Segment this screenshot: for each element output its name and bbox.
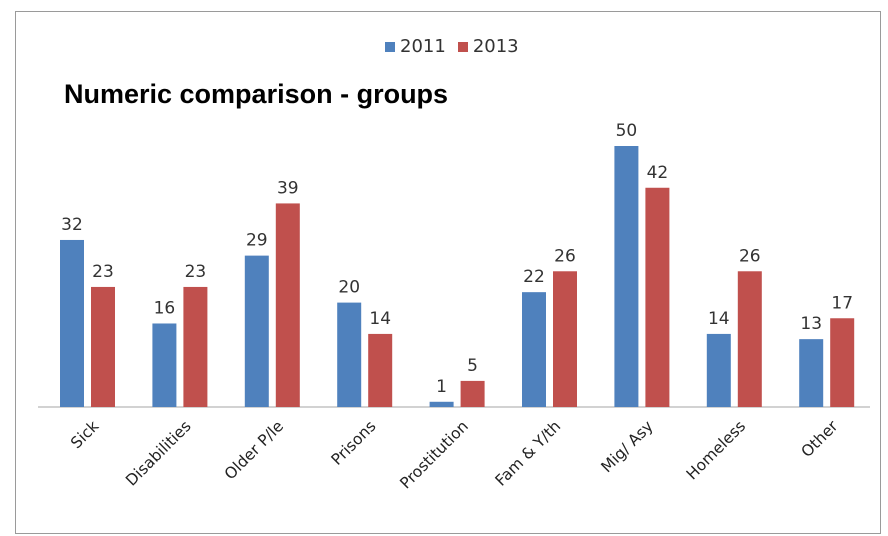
bar-2011-0 <box>60 239 84 407</box>
category-label-7: Homeless <box>683 417 749 483</box>
data-label-2013-8: 17 <box>831 293 853 313</box>
data-label-2013-0: 23 <box>92 262 114 282</box>
bar-2011-8 <box>799 339 824 407</box>
data-label-2011-5: 22 <box>523 267 545 287</box>
data-label-2011-2: 29 <box>246 231 268 251</box>
category-label-0: Sick <box>67 417 102 452</box>
bar-2013-3 <box>368 333 393 407</box>
category-label-4: Prostitution <box>397 417 472 492</box>
legend-swatch-2011 <box>385 41 395 52</box>
category-label-2: Older P/le <box>221 417 287 483</box>
data-label-2011-4: 1 <box>436 377 447 397</box>
bar-2013-5 <box>553 271 577 407</box>
data-label-2013-3: 14 <box>369 309 391 329</box>
data-label-2011-6: 50 <box>616 121 638 141</box>
bar-2013-6 <box>645 187 670 407</box>
chart-title: Numeric comparison - groups <box>64 79 449 109</box>
legend-item-2013: 2013 <box>457 36 519 57</box>
data-label-2011-1: 16 <box>154 298 176 318</box>
category-label-1: Disabilities <box>122 417 195 490</box>
bar-2011-4 <box>429 401 454 407</box>
bar-2013-4 <box>460 380 485 407</box>
legend-item-2011: 2011 <box>385 36 446 57</box>
bar-2011-2 <box>244 255 269 407</box>
bar-2013-7 <box>737 271 762 407</box>
bar-2011-5 <box>522 292 546 407</box>
bar-2013-1 <box>183 286 208 407</box>
data-label-2013-4: 5 <box>467 356 478 376</box>
data-label-2013-1: 23 <box>185 262 207 282</box>
data-label-2011-7: 14 <box>708 309 730 329</box>
data-label-2013-2: 39 <box>277 178 299 198</box>
category-label-3: Prisons <box>328 417 380 469</box>
data-label-2011-8: 13 <box>800 314 822 334</box>
bar-2011-1 <box>152 323 177 407</box>
bar-2013-8 <box>830 318 855 407</box>
legend: 2011 2013 <box>385 36 531 57</box>
data-label-2013-5: 26 <box>554 246 576 266</box>
legend-label-2013: 2013 <box>472 36 519 57</box>
category-label-8: Other <box>798 417 842 461</box>
category-label-5: Fam & Y/th <box>492 417 565 490</box>
bar-2011-3 <box>337 302 362 407</box>
legend-label-2011: 2011 <box>400 36 446 57</box>
bar-2011-6 <box>614 146 639 407</box>
data-label-2011-3: 20 <box>338 278 360 298</box>
data-label-2013-7: 26 <box>739 246 761 266</box>
legend-swatch-2013 <box>457 41 468 52</box>
category-label-6: Mig/ Asy <box>598 417 657 476</box>
chart-frame <box>15 11 881 534</box>
data-label-2013-6: 42 <box>647 163 669 183</box>
bar-2013-0 <box>91 286 115 407</box>
bar-2013-2 <box>275 203 300 407</box>
data-label-2011-0: 32 <box>61 215 83 235</box>
bar-2011-7 <box>706 333 731 407</box>
